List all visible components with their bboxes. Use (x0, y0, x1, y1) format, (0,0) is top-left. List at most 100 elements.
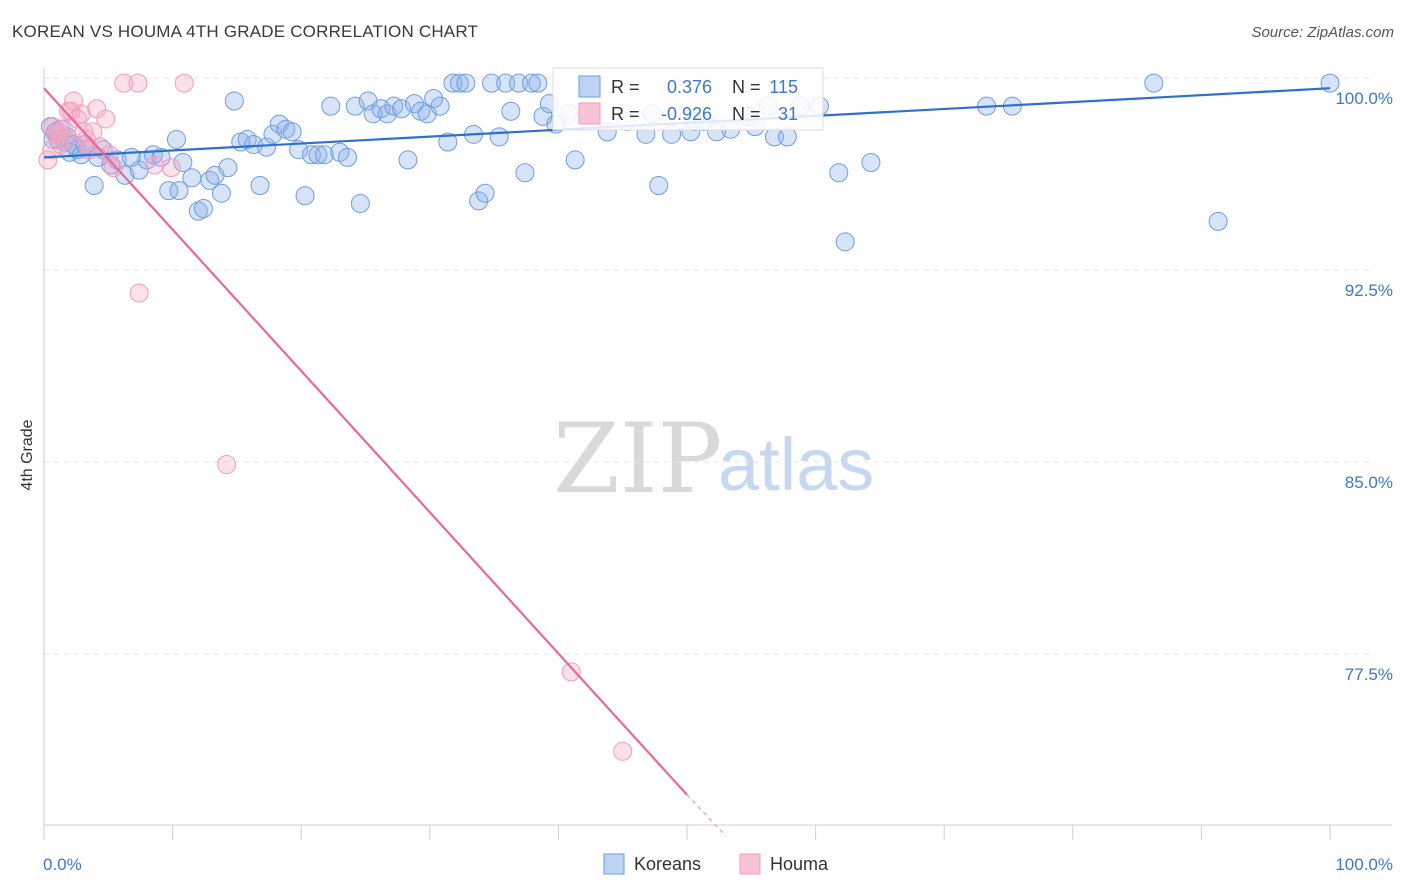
houma-point (114, 73, 134, 93)
x-tick-label-right: 100.0% (1335, 855, 1393, 874)
bottom-legend-korean-swatch (603, 853, 625, 875)
y-tick-label: 77.5% (1345, 665, 1393, 684)
chart-source: Source: ZipAtlas.com (1251, 24, 1394, 41)
korean-point (188, 201, 208, 221)
houma-point (51, 135, 71, 155)
houma-point (42, 140, 62, 160)
bottom-legend: Koreans Houma (603, 853, 829, 875)
korean-point (424, 88, 444, 108)
korean-points (40, 73, 1340, 252)
houma-trendline (43, 87, 688, 796)
korean-point (469, 191, 489, 211)
korean-point (449, 73, 469, 93)
stats-legend: R = 0.376 N = 115 R = -0.926 N = 31 (552, 67, 824, 131)
korean-point (224, 91, 244, 111)
korean-n-value: 115 (769, 77, 798, 97)
korean-point (169, 181, 189, 201)
korean-point (829, 163, 849, 183)
houma-point (217, 455, 237, 475)
korean-point (350, 193, 370, 213)
korean-point (289, 140, 309, 160)
houma-r-value: -0.926 (661, 104, 712, 124)
houma-n-label: N = (732, 104, 761, 124)
korean-point (515, 163, 535, 183)
y-tick-label: 92.5% (1345, 281, 1393, 300)
korean-point (565, 150, 585, 170)
korean-point (1208, 211, 1228, 231)
korean-point (835, 232, 855, 252)
bottom-legend-houma-label: Houma (770, 854, 829, 874)
houma-point (129, 283, 149, 303)
korean-point (438, 132, 458, 152)
korean-swatch (578, 75, 601, 98)
korean-point (295, 186, 315, 206)
korean-point (321, 96, 341, 116)
watermark: ZIP atlas (553, 403, 874, 515)
korean-point (193, 199, 213, 219)
korean-point (398, 150, 418, 170)
watermark-atlas: atlas (718, 423, 874, 506)
korean-point (521, 73, 541, 93)
korean-point (475, 183, 495, 203)
korean-point (489, 127, 509, 147)
korean-point (456, 73, 476, 93)
korean-point (166, 129, 186, 149)
watermark-zip: ZIP (553, 403, 722, 515)
korean-point (345, 96, 365, 116)
korean-point (314, 145, 334, 165)
y-tick-label: 100.0% (1335, 89, 1393, 108)
houma-point (128, 73, 148, 93)
houma-point (174, 73, 194, 93)
korean-point (129, 160, 149, 180)
grid-lines (44, 77, 1370, 655)
axes (43, 68, 1392, 840)
korean-point (250, 176, 270, 196)
houma-r-label: R = (611, 104, 640, 124)
houma-point (613, 741, 633, 761)
houma-point (161, 158, 181, 178)
korean-point (173, 152, 193, 172)
korean-point (384, 96, 404, 116)
bottom-legend-houma-swatch (739, 853, 761, 875)
korean-point (337, 147, 357, 167)
korean-point (237, 129, 257, 149)
korean-r-label: R = (611, 77, 640, 97)
korean-point (1144, 73, 1164, 93)
korean-point (263, 124, 283, 144)
houma-trendline-extension (686, 794, 727, 837)
korean-point (777, 127, 797, 147)
y-tick-label: 85.0% (1345, 473, 1393, 492)
korean-point (200, 170, 220, 190)
korean-point (182, 168, 202, 188)
x-tick-label-left: 0.0% (43, 855, 82, 874)
houma-point (103, 158, 123, 178)
korean-point (649, 176, 669, 196)
korean-point (482, 73, 502, 93)
korean-n-label: N = (732, 77, 761, 97)
korean-point (501, 101, 521, 121)
korean-point (528, 73, 548, 93)
chart-title: KOREAN VS HOUMA 4TH GRADE CORRELATION CH… (12, 22, 479, 41)
korean-point (101, 155, 121, 175)
korean-point (159, 181, 179, 201)
korean-point (151, 147, 171, 167)
korean-point (392, 99, 412, 119)
houma-n-value: 31 (778, 104, 798, 124)
houma-point (145, 155, 165, 175)
bottom-legend-korean-label: Koreans (634, 854, 701, 874)
houma-point (56, 129, 76, 149)
houma-point (561, 662, 581, 682)
houma-point (38, 150, 58, 170)
korean-point (404, 94, 424, 114)
korean-point (218, 158, 238, 178)
korean-point (282, 122, 302, 142)
korean-point (430, 96, 450, 116)
korean-point (377, 104, 397, 124)
korean-point (861, 152, 881, 172)
korean-point (84, 176, 104, 196)
korean-r-value: 0.376 (667, 77, 712, 97)
korean-point (308, 145, 328, 165)
y-tick-labels: 100.0% 92.5% 85.0% 77.5% (1335, 89, 1393, 684)
houma-swatch (578, 102, 601, 125)
